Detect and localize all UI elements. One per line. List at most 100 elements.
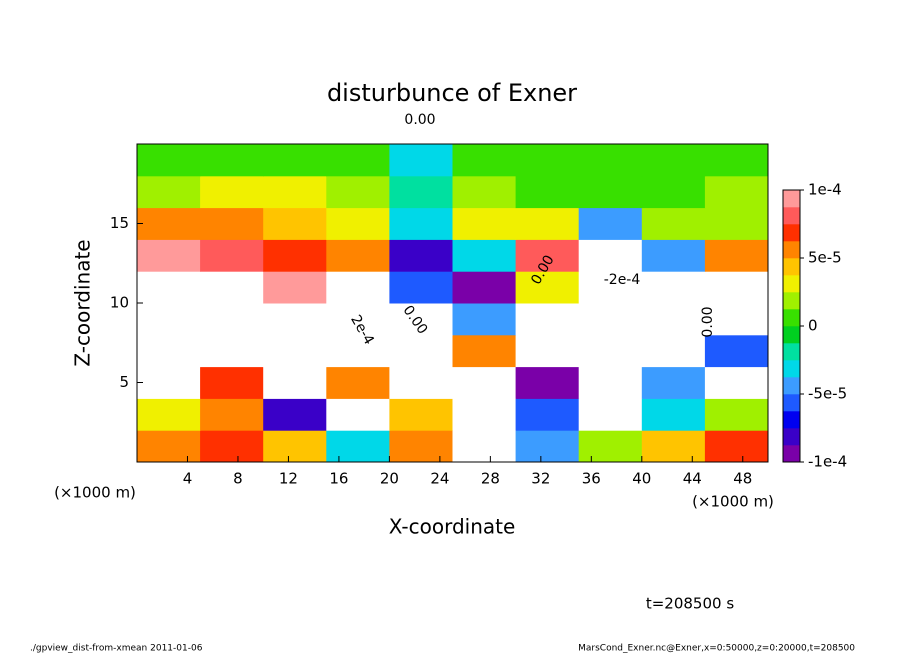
- time-label: t=208500 s: [646, 595, 734, 613]
- field-cell: [452, 207, 517, 240]
- field-cell: [578, 175, 643, 209]
- x-tick-label: 24: [430, 470, 449, 488]
- field-cell: [578, 144, 643, 177]
- colorbar-swatch: [783, 224, 800, 242]
- field-cell: [137, 334, 201, 368]
- contour-label: 0.00: [700, 306, 716, 337]
- footer-left: ./gpview_dist-from-xmean 2011-01-06: [30, 644, 203, 654]
- field-cell: [326, 144, 390, 177]
- chart-title: disturbunce of Exner: [327, 79, 577, 107]
- field-cell: [641, 303, 706, 336]
- field-cell: [641, 175, 706, 209]
- field-cell: [578, 366, 643, 399]
- field-cell: [389, 207, 453, 240]
- field-cell: [515, 430, 580, 463]
- x-unit: (×1000 m): [54, 484, 136, 502]
- field-cell: [200, 239, 264, 272]
- field-cell: [704, 398, 769, 431]
- colorbar-swatch: [783, 207, 800, 225]
- x-tick-label: 12: [279, 470, 298, 488]
- field-cell: [389, 175, 453, 209]
- field-cell: [389, 271, 453, 304]
- colorbar-tick-label: 5e-5: [808, 249, 842, 267]
- y-tick-label: 5: [119, 373, 129, 391]
- colorbar-swatch: [783, 326, 800, 344]
- field-cell: [578, 303, 643, 336]
- field-cell: [137, 175, 201, 209]
- colorbar-swatch: [783, 360, 800, 378]
- field-cell: [389, 366, 453, 399]
- field-cell: [704, 334, 769, 368]
- field-cell: [452, 430, 517, 463]
- field-cell: [515, 303, 580, 336]
- field-cell: [326, 334, 390, 368]
- field-cell: [704, 303, 769, 336]
- field-cell: [452, 334, 517, 368]
- colorbar-swatch: [783, 343, 800, 361]
- field-cell: [452, 271, 517, 304]
- x-tick-label: 44: [683, 470, 702, 488]
- field-cell: [137, 366, 201, 399]
- colorbar-tick-label: 0: [808, 317, 818, 335]
- colorbar-swatch: [783, 411, 800, 429]
- field-cell: [200, 398, 264, 431]
- contour-label: 0.00: [404, 112, 435, 128]
- field-cell: [515, 334, 580, 368]
- field-cell: [578, 207, 643, 240]
- field-cell: [641, 398, 706, 431]
- x-tick-label: 36: [582, 470, 601, 488]
- colorbar-swatch: [783, 394, 800, 412]
- field-cell: [641, 334, 706, 368]
- x-tick-label: 40: [632, 470, 651, 488]
- field-cell: [452, 144, 517, 177]
- field-cell: [200, 144, 264, 177]
- footer-right: MarsCond_Exner.nc@Exner,x=0:50000,z=0:20…: [578, 644, 855, 654]
- contour-label: -2e-4: [604, 272, 641, 288]
- field-cell: [200, 430, 264, 463]
- y-tick-label: 10: [110, 294, 129, 312]
- field-cell: [137, 271, 201, 304]
- field-cell: [389, 430, 453, 463]
- field-cell: [263, 398, 327, 431]
- field-cell: [515, 207, 580, 240]
- field-cell: [452, 366, 517, 399]
- field-cell: [641, 366, 706, 399]
- colorbar-swatch: [783, 241, 800, 259]
- colorbar-swatch: [783, 309, 800, 327]
- field-cell: [515, 144, 580, 177]
- field-cell: [515, 398, 580, 431]
- field-cell: [137, 398, 201, 431]
- y-axis-label: Z-coordinate: [71, 239, 95, 366]
- field-cell: [452, 398, 517, 431]
- x-tick-label: 8: [233, 470, 243, 488]
- field-cell: [137, 303, 201, 336]
- field-cell: [200, 175, 264, 209]
- field-cell: [263, 207, 327, 240]
- field-cell: [578, 334, 643, 368]
- field-cell: [578, 430, 643, 463]
- field-cell: [326, 239, 390, 272]
- field-cell: [200, 303, 264, 336]
- x-tick-label: 20: [380, 470, 399, 488]
- field-cell: [704, 239, 769, 272]
- colorbar-swatch: [783, 292, 800, 310]
- colorbar-swatch: [783, 428, 800, 446]
- x-axis-label: X-coordinate: [389, 515, 516, 539]
- field-cell: [326, 207, 390, 240]
- field-cell: [452, 303, 517, 336]
- x-tick-label: 28: [481, 470, 500, 488]
- field-cell: [326, 366, 390, 399]
- field-cell: [578, 398, 643, 431]
- field-cell: [515, 239, 580, 272]
- field-cell: [263, 239, 327, 272]
- field-cell: [389, 144, 453, 177]
- x-tick-label: 16: [329, 470, 348, 488]
- field-cell: [515, 271, 580, 304]
- x-unit: (×1000 m): [692, 493, 774, 511]
- field-cell: [263, 175, 327, 209]
- field-cell: [704, 271, 769, 304]
- field-cell: [389, 334, 453, 368]
- field-cell: [200, 271, 264, 304]
- x-tick-label: 32: [531, 470, 550, 488]
